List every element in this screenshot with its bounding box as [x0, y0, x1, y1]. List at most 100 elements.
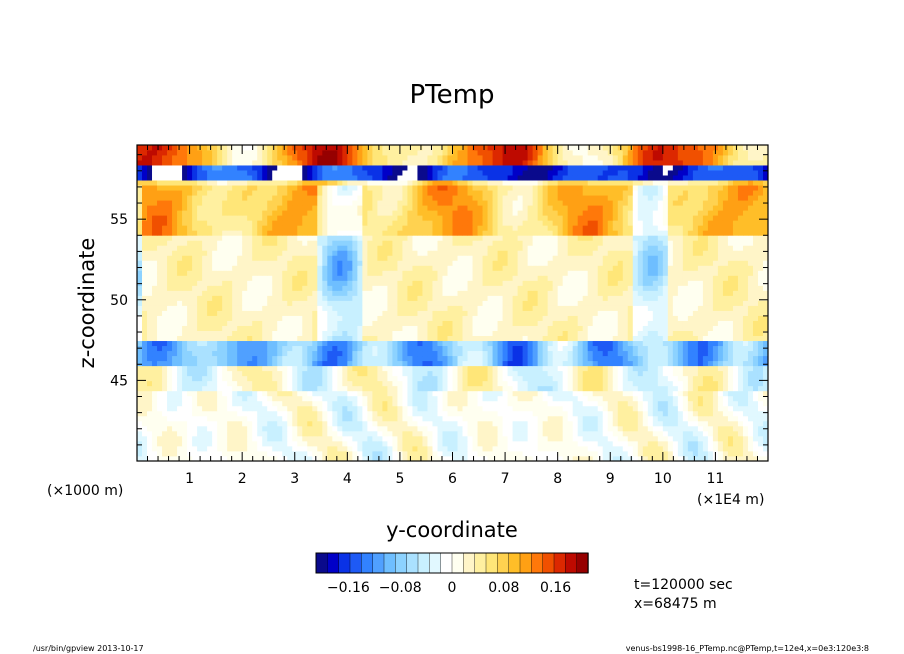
field-cell: [652, 285, 659, 291]
field-cell: [537, 290, 544, 296]
field-cell: [617, 285, 624, 291]
field-cell: [372, 330, 378, 337]
field-cell: [452, 405, 458, 412]
field-cell: [362, 270, 368, 276]
field-cell: [482, 300, 488, 306]
field-cell: [727, 380, 734, 387]
field-cell: [372, 370, 378, 377]
field-cell: [337, 290, 343, 296]
field-cell: [337, 310, 343, 316]
field-cell: [332, 350, 338, 357]
field-cell: [172, 310, 178, 316]
field-cell: [652, 300, 659, 306]
field-cell: [367, 405, 373, 412]
field-cell: [737, 440, 744, 447]
field-cell: [757, 415, 764, 422]
field-cell: [577, 270, 584, 276]
field-cell: [412, 280, 418, 286]
field-cell: [607, 300, 614, 306]
field-cell: [412, 415, 418, 422]
field-cell: [177, 415, 183, 422]
field-cell: [322, 435, 328, 442]
field-cell: [622, 265, 629, 271]
field-cell: [247, 410, 253, 417]
field-cell: [262, 415, 268, 422]
field-cell: [222, 430, 228, 437]
field-cell: [342, 300, 348, 306]
field-cell: [472, 335, 478, 342]
field-cell: [232, 340, 238, 347]
field-cell: [517, 280, 524, 286]
field-cell: [482, 325, 488, 331]
field-cell: [732, 280, 739, 286]
field-cell: [602, 425, 609, 432]
field-cell: [327, 425, 333, 432]
field-cell: [547, 330, 554, 337]
field-cell: [417, 360, 423, 367]
field-cell: [717, 360, 724, 367]
field-cell: [357, 455, 363, 461]
field-cell: [617, 415, 624, 422]
field-cell: [512, 420, 519, 427]
field-cell: [557, 415, 564, 422]
field-cell: [302, 350, 308, 357]
field-cell: [222, 275, 228, 281]
field-cell: [197, 330, 203, 337]
field-cell: [612, 455, 619, 461]
field-cell: [557, 270, 564, 276]
field-cell: [587, 300, 594, 306]
field-cell: [272, 370, 278, 377]
field-cell: [377, 430, 383, 437]
field-cell: [632, 340, 639, 347]
field-cell: [347, 440, 353, 447]
field-cell: [642, 340, 649, 347]
field-cell: [747, 405, 754, 412]
field-cell: [172, 415, 178, 422]
field-cell: [757, 385, 764, 392]
field-cell: [352, 310, 358, 316]
field-cell: [382, 380, 388, 387]
field-cell: [617, 310, 624, 316]
field-cell: [142, 335, 148, 342]
field-cell: [332, 340, 338, 347]
field-cell: [182, 310, 188, 316]
field-cell: [297, 380, 303, 387]
field-cell: [317, 370, 323, 377]
field-cell: [452, 440, 458, 447]
field-cell: [362, 380, 368, 387]
field-cell: [732, 295, 739, 301]
field-cell: [227, 335, 233, 342]
field-cell: [742, 300, 749, 306]
field-cell: [607, 270, 614, 276]
field-cell: [162, 430, 168, 437]
field-cell: [622, 360, 629, 367]
field-cell: [757, 285, 764, 291]
field-cell: [272, 410, 278, 417]
field-cell: [142, 270, 148, 276]
field-cell: [242, 350, 248, 357]
field-cell: [607, 295, 614, 301]
field-cell: [427, 330, 433, 337]
field-cell: [182, 455, 188, 461]
field-cell: [157, 370, 163, 377]
field-cell: [702, 320, 709, 326]
field-cell: [672, 420, 679, 427]
field-cell: [512, 365, 519, 372]
field-cell: [367, 380, 373, 387]
field-cell: [727, 450, 734, 457]
field-cell: [537, 265, 544, 271]
field-cell: [392, 290, 398, 296]
field-cell: [227, 260, 233, 266]
field-cell: [227, 305, 233, 311]
field-cell: [492, 315, 498, 321]
field-cell: [212, 430, 218, 437]
field-cell: [367, 320, 373, 326]
field-cell: [412, 265, 418, 271]
field-cell: [367, 330, 373, 337]
field-cell: [527, 415, 534, 422]
field-cell: [157, 365, 163, 372]
field-cell: [582, 435, 589, 442]
field-cell: [137, 355, 143, 362]
field-cell: [747, 300, 754, 306]
field-cell: [387, 350, 393, 357]
